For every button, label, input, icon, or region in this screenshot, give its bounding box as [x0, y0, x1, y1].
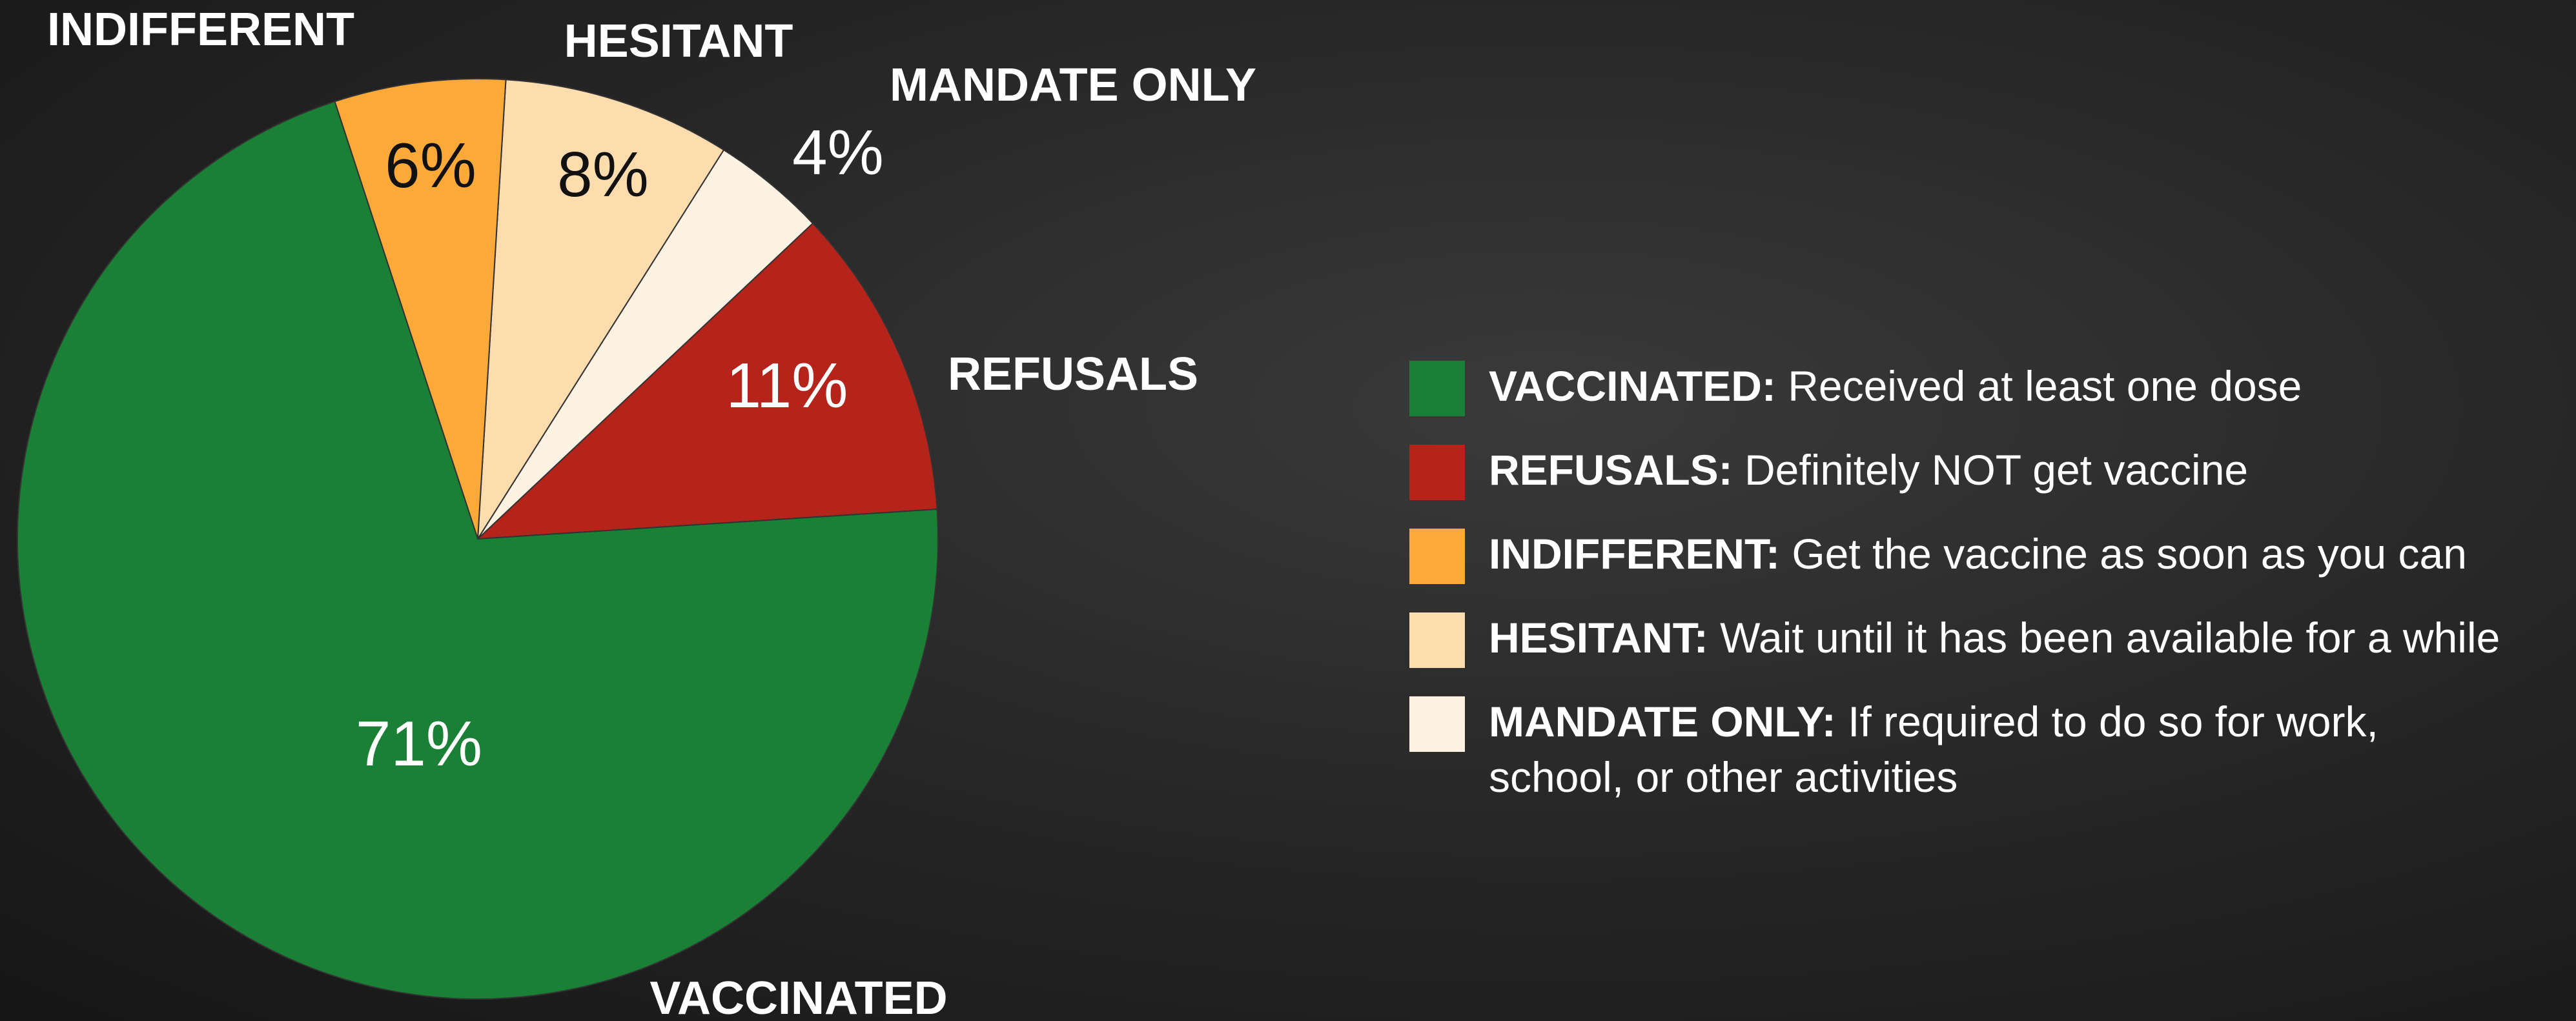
legend-term: MANDATE ONLY: [1489, 698, 1836, 745]
legend-swatch [1409, 529, 1465, 584]
category-label: MANDATE ONLY [890, 59, 1256, 111]
data-label: 11% [726, 350, 848, 421]
legend-description: Definitely NOT get vaccine [1744, 446, 2249, 494]
legend-item: HESITANT: Wait until it has been availab… [1409, 610, 2500, 668]
data-label: 8% [557, 139, 649, 210]
legend-item: VACCINATED: Received at least one dose [1409, 358, 2500, 416]
legend-term: VACCINATED: [1489, 362, 1776, 410]
legend-swatch [1409, 445, 1465, 500]
legend-description: If required to do so for work, school, o… [1489, 698, 2378, 801]
pie-slice [17, 101, 939, 1000]
legend-description: Received at least one dose [1788, 362, 2302, 410]
legend-item: REFUSALS: Definitely NOT get vaccine [1409, 442, 2500, 500]
legend-swatch [1409, 612, 1465, 668]
legend: VACCINATED: Received at least one dose RE… [1409, 358, 2500, 833]
category-label: REFUSALS [948, 349, 1198, 400]
category-label: HESITANT [564, 15, 793, 67]
pie-slice [334, 78, 507, 540]
legend-term: REFUSALS: [1489, 446, 1733, 494]
legend-item: INDIFFERENT: Get the vaccine as soon as … [1409, 526, 2500, 584]
data-label: 4% [792, 117, 884, 188]
category-label: VACCINATED [649, 973, 947, 1021]
legend-description: Wait until it has been available for a w… [1720, 614, 2500, 662]
legend-term: HESITANT: [1489, 614, 1708, 662]
legend-term: INDIFFERENT: [1489, 530, 1780, 578]
data-label: 71% [356, 708, 482, 779]
legend-description: Get the vaccine as soon as you can [1792, 530, 2467, 578]
legend-item: MANDATE ONLY: If required to do so for w… [1409, 694, 2431, 805]
pie-slice [477, 148, 814, 540]
legend-swatch [1409, 696, 1465, 752]
category-label: INDIFFERENT [47, 4, 354, 56]
legend-swatch [1409, 361, 1465, 416]
pie-slice [477, 79, 725, 540]
data-label: 6% [385, 130, 476, 201]
pie-slice [476, 222, 938, 540]
